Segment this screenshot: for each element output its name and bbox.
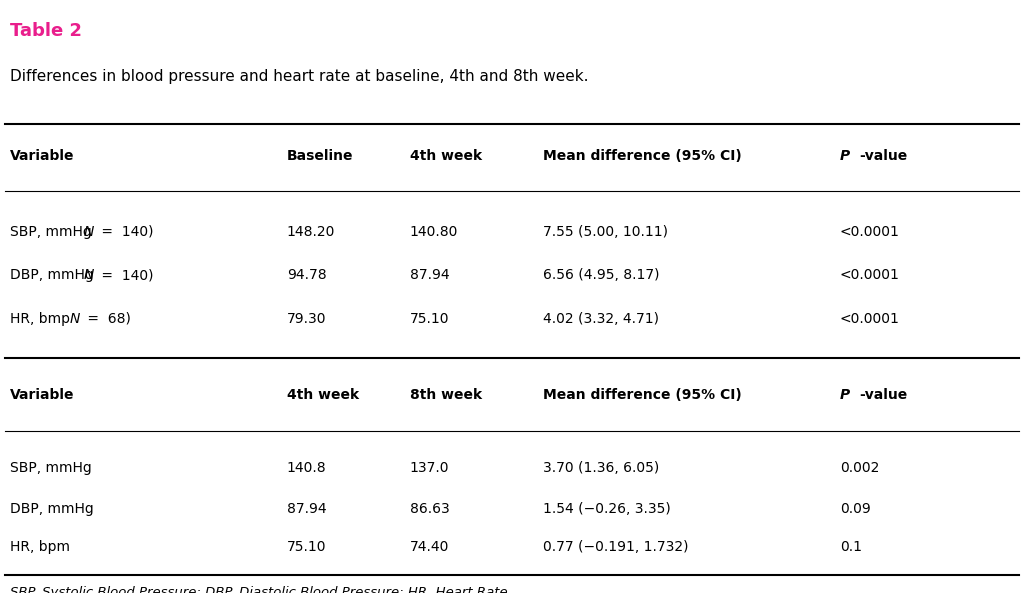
Text: DBP, mmHg: DBP, mmHg [10, 502, 94, 516]
Text: 94.78: 94.78 [287, 268, 327, 282]
Text: 79.30: 79.30 [287, 312, 327, 326]
Text: =  140): = 140) [97, 225, 154, 238]
Text: Variable: Variable [10, 149, 75, 164]
Text: =  140): = 140) [97, 268, 154, 282]
Text: <0.0001: <0.0001 [840, 312, 899, 326]
Text: 0.002: 0.002 [840, 461, 879, 475]
Text: 3.70 (1.36, 6.05): 3.70 (1.36, 6.05) [543, 461, 659, 475]
Text: 148.20: 148.20 [287, 225, 335, 238]
Text: 140.80: 140.80 [410, 225, 458, 238]
Text: HR, bpm: HR, bpm [10, 540, 71, 554]
Text: 6.56 (4.95, 8.17): 6.56 (4.95, 8.17) [543, 268, 659, 282]
Text: P: P [840, 388, 850, 402]
Text: N: N [84, 268, 94, 282]
Text: 87.94: 87.94 [287, 502, 327, 516]
Text: P: P [840, 149, 850, 164]
Text: 1.54 (−0.26, 3.35): 1.54 (−0.26, 3.35) [543, 502, 671, 516]
Text: 74.40: 74.40 [410, 540, 449, 554]
Text: 86.63: 86.63 [410, 502, 450, 516]
Text: 8th week: 8th week [410, 388, 481, 402]
Text: 0.77 (−0.191, 1.732): 0.77 (−0.191, 1.732) [543, 540, 688, 554]
Text: 87.94: 87.94 [410, 268, 450, 282]
Text: 4th week: 4th week [410, 149, 481, 164]
Text: Mean difference (95% CI): Mean difference (95% CI) [543, 149, 741, 164]
Text: 7.55 (5.00, 10.11): 7.55 (5.00, 10.11) [543, 225, 668, 238]
Text: HR, bmp: HR, bmp [10, 312, 75, 326]
Text: N: N [84, 225, 94, 238]
Text: Table 2: Table 2 [10, 22, 82, 40]
Text: SBP, Systolic Blood Pressure; DBP, Diastolic Blood Pressure; HR, Heart Rate.: SBP, Systolic Blood Pressure; DBP, Diast… [10, 586, 512, 593]
Text: 75.10: 75.10 [410, 312, 450, 326]
Text: =  68): = 68) [83, 312, 130, 326]
Text: DBP, mmHg: DBP, mmHg [10, 268, 98, 282]
Text: 4th week: 4th week [287, 388, 358, 402]
Text: 4.02 (3.32, 4.71): 4.02 (3.32, 4.71) [543, 312, 658, 326]
Text: 140.8: 140.8 [287, 461, 327, 475]
Text: <0.0001: <0.0001 [840, 268, 899, 282]
Text: Differences in blood pressure and heart rate at baseline, 4th and 8th week.: Differences in blood pressure and heart … [10, 69, 589, 84]
Text: 0.1: 0.1 [840, 540, 861, 554]
Text: -value: -value [859, 149, 907, 164]
Text: Mean difference (95% CI): Mean difference (95% CI) [543, 388, 741, 402]
Text: SBP, mmHg: SBP, mmHg [10, 461, 92, 475]
Text: 137.0: 137.0 [410, 461, 450, 475]
Text: SBP, mmHg: SBP, mmHg [10, 225, 96, 238]
Text: 0.09: 0.09 [840, 502, 870, 516]
Text: -value: -value [859, 388, 907, 402]
Text: Variable: Variable [10, 388, 75, 402]
Text: <0.0001: <0.0001 [840, 225, 899, 238]
Text: Baseline: Baseline [287, 149, 353, 164]
Text: N: N [70, 312, 80, 326]
Text: 75.10: 75.10 [287, 540, 327, 554]
